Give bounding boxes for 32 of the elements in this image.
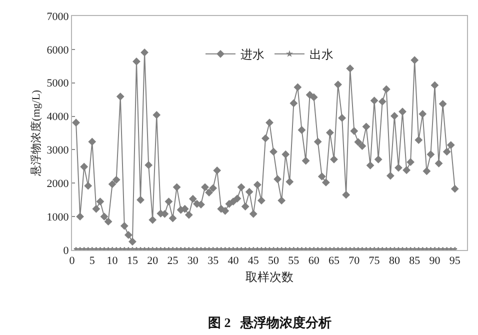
x-tick-label: 95: [449, 255, 461, 268]
x-tick-label: 75: [368, 255, 380, 268]
y-tick-label: 0: [63, 244, 70, 257]
x-tick-label: 10: [106, 255, 118, 268]
x-tick-label: 45: [248, 255, 260, 268]
x-tick-label: 5: [89, 255, 96, 268]
x-tick-label: 55: [288, 255, 300, 268]
x-tick-label: 60: [308, 255, 320, 268]
x-tick-label: 35: [208, 255, 220, 268]
legend-label: 出水: [310, 48, 334, 62]
x-tick-label: 50: [268, 255, 280, 268]
x-tick-label: 25: [167, 255, 179, 268]
x-axis-title: 取样次数: [246, 270, 294, 284]
x-tick-label: 90: [429, 255, 441, 268]
x-tick-label: 15: [126, 255, 138, 268]
y-tick-label: 3000: [46, 144, 70, 157]
x-tick-label: 20: [147, 255, 159, 268]
x-tick-label: 70: [348, 255, 360, 268]
legend-label: 进水: [240, 48, 264, 62]
x-tick-label: 30: [187, 255, 199, 268]
y-tick-label: 4000: [46, 111, 70, 124]
y-tick-label: 2000: [46, 178, 70, 190]
x-tick-label: 85: [409, 255, 421, 268]
text: 图 2 悬浮物浓度分析: [208, 315, 332, 330]
y-axis-title: 悬浮物浓度(mg/L): [29, 90, 42, 178]
y-tick-label: 7000: [46, 10, 70, 23]
x-tick-label: 80: [388, 255, 400, 268]
y-tick-label: 5000: [46, 78, 70, 90]
x-tick-label: 65: [328, 255, 340, 268]
x-tick-label: 40: [228, 255, 240, 268]
y-tick-label: 1000: [46, 211, 70, 224]
y-tick-label: 6000: [46, 44, 70, 56]
